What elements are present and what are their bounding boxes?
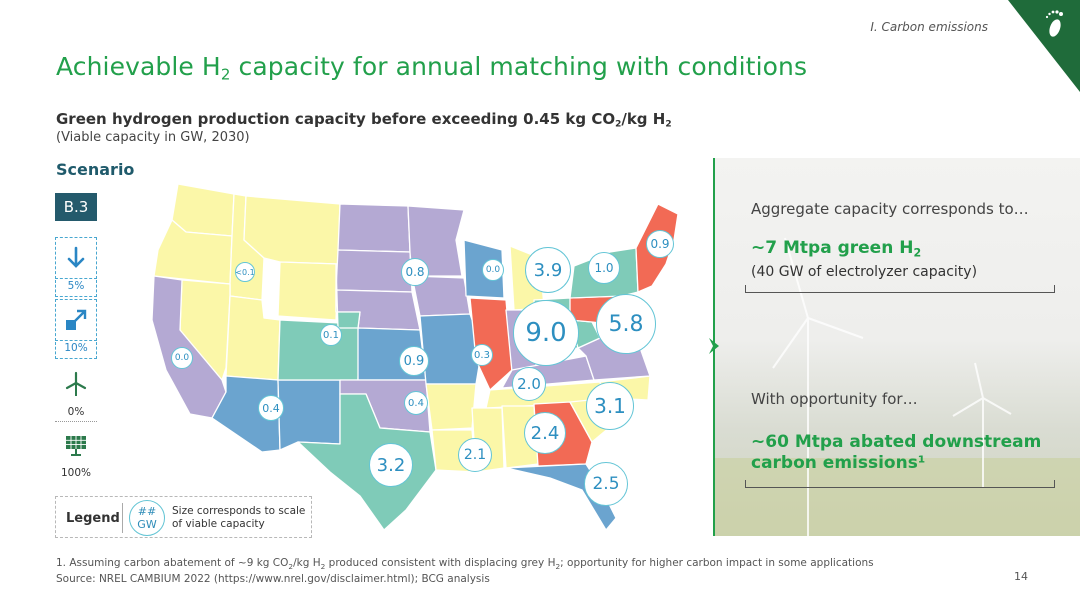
value-bubble: 0.3 (471, 344, 493, 366)
lever-value: 5% (55, 280, 97, 297)
summary-panel (713, 158, 1080, 536)
value-bubble: 3.2 (369, 443, 413, 487)
value-bubble: 0.9 (646, 230, 674, 258)
panel-bracket-2 (745, 480, 1055, 488)
value-bubble: 0.9 (399, 346, 429, 376)
state-minnesota (407, 205, 465, 277)
panel-bracket (745, 285, 1055, 293)
chevron-right-icon (709, 338, 719, 354)
lever-solar: 100% (55, 424, 97, 486)
panel-key-figure-2: ~60 Mtpa abated downstream carbon emissio… (751, 432, 1042, 473)
scenario-label: Scenario (56, 160, 135, 179)
value-bubble: 0.8 (401, 258, 429, 286)
solar-panel-icon (55, 424, 97, 466)
lever-value: 0% (67, 406, 85, 418)
page-title: Achievable H2 capacity for annual matchi… (56, 52, 808, 84)
source-line: Source: NREL CAMBIUM 2022 (https://www.n… (56, 573, 490, 586)
panel-key-figure-note: (40 GW of electrolyzer capacity) (751, 264, 978, 280)
state-utah (225, 295, 281, 381)
panel-intro-2: With opportunity for… (751, 390, 918, 408)
wind-farm-background (713, 237, 1080, 536)
state-wyoming-east (335, 263, 361, 329)
arrow-down-icon (55, 237, 97, 279)
panel-key-figure: ~7 Mtpa green H2 (751, 238, 922, 260)
footprint-icon (1045, 10, 1063, 37)
legend-divider (122, 503, 123, 533)
wind-turbine-icon (55, 363, 97, 405)
state-colorado (277, 319, 361, 381)
state-montana (243, 195, 341, 265)
state-new-mexico (277, 379, 341, 451)
page-number: 14 (1014, 570, 1028, 583)
panel-intro: Aggregate capacity corresponds to… (751, 200, 1029, 218)
value-bubble: 2.0 (512, 367, 546, 401)
section-tag: I. Carbon emissions (870, 20, 988, 34)
value-bubble: 3.9 (525, 247, 571, 293)
lever-value: 100% (60, 467, 92, 479)
lever-divider (55, 421, 97, 422)
legend-label: Legend (66, 511, 120, 526)
corner-logo (1008, 0, 1080, 92)
value-bubble: 1.0 (588, 252, 620, 284)
value-bubble: 0.1 (320, 324, 342, 346)
lever-wind: 0% (55, 363, 97, 425)
value-bubble: 9.0 (513, 300, 579, 366)
legend: Legend ## GW Size corresponds to scale of … (55, 496, 312, 538)
state-north-dakota (337, 203, 411, 253)
footnote: 1. Assuming carbon abatement of ~9 kg CO… (56, 557, 874, 586)
value-bubble: 3.1 (586, 382, 634, 430)
expand-arrow-icon (55, 299, 97, 341)
value-bubble: 2.4 (524, 412, 566, 454)
value-bubble: 2.1 (458, 438, 492, 472)
value-bubble: 0.4 (258, 395, 284, 421)
lever-demand: 5% (55, 237, 97, 299)
state-texas (297, 393, 437, 531)
value-bubble: 0.0 (171, 347, 193, 369)
value-bubble: 0.4 (404, 391, 428, 415)
lever-value: 10% (55, 342, 97, 359)
lever-expansion: 10% (55, 299, 97, 361)
chart-subheading: Green hydrogen production capacity befor… (56, 110, 672, 130)
value-bubble: 2.5 (584, 462, 628, 506)
scenario-badge: B.3 (55, 193, 97, 221)
legend-description: Size corresponds to scale of viable capac… (172, 505, 306, 530)
footnote-line-1: 1. Assuming carbon abatement of ~9 kg CO… (56, 557, 874, 572)
legend-bubble: ## GW (129, 500, 165, 536)
value-bubble: <0.1 (235, 262, 255, 282)
chart-unit-note: (Viable capacity in GW, 2030) (56, 130, 250, 145)
value-bubble: 0.0 (482, 259, 504, 281)
state-wyoming (277, 261, 339, 321)
value-bubble: 5.8 (596, 294, 656, 354)
state-arkansas (425, 383, 477, 431)
